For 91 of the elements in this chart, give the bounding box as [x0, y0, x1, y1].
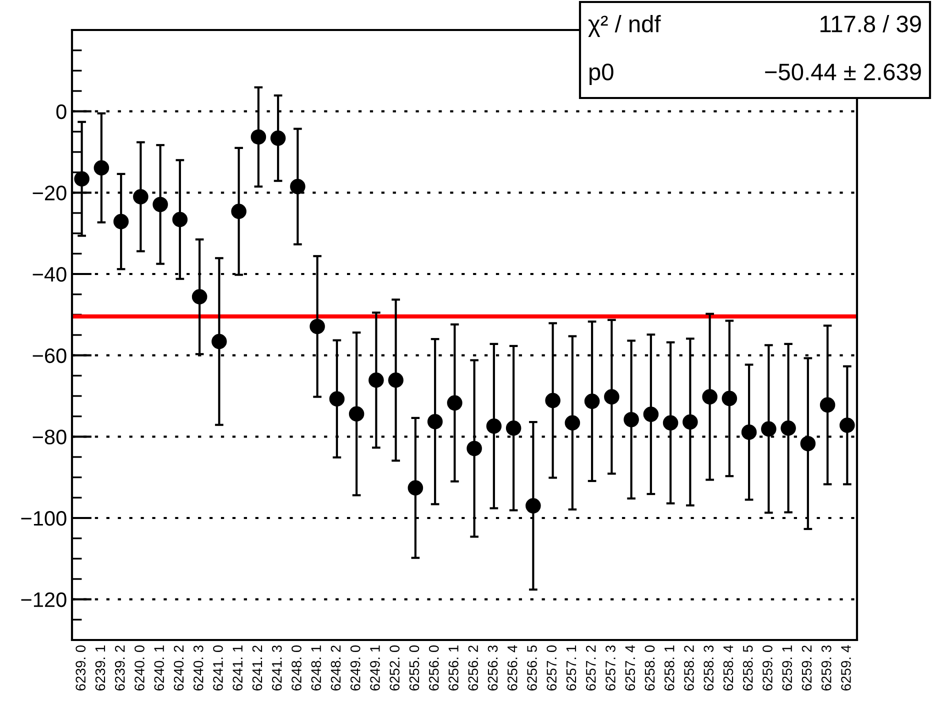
- x-tick-label: 6259. 3: [821, 645, 832, 690]
- annotation: p0: [590, 64, 614, 86]
- point: [212, 334, 227, 350]
- x-tick-label: 6256. 2: [468, 646, 478, 690]
- point: [113, 214, 129, 230]
- point: [348, 406, 364, 422]
- point: [545, 392, 560, 408]
- y-tick-label: −20: [32, 186, 66, 200]
- y-tick-label: −120: [21, 592, 66, 608]
- point: [408, 480, 424, 496]
- point: [310, 318, 325, 334]
- point: [133, 189, 148, 204]
- x-tick-label: 6239. 0: [76, 645, 86, 690]
- point: [506, 420, 522, 436]
- point: [800, 436, 816, 452]
- point: [682, 414, 698, 430]
- y-tick-label: −60: [32, 348, 66, 364]
- x-tick-label: 6252. 0: [390, 645, 400, 690]
- x-tick-label: 6257. 1: [566, 646, 576, 690]
- point: [329, 391, 345, 406]
- point: [231, 204, 246, 220]
- annotation: 117.8 / 39: [820, 14, 921, 32]
- x-tick-label: 6248. 2: [330, 646, 341, 690]
- x-tick-label: 6257. 3: [606, 645, 616, 690]
- point: [564, 415, 580, 430]
- point: [486, 418, 502, 434]
- x-tick-label: 6257. 4: [625, 645, 636, 690]
- point: [662, 415, 678, 430]
- point: [840, 418, 855, 433]
- x-tick-label: 6258. 0: [644, 645, 655, 690]
- x-tick-label: 6241. 3: [272, 645, 282, 690]
- x-tick-label: 6248. 0: [292, 645, 302, 690]
- annotation: χ² / ndf: [588, 14, 661, 37]
- point: [643, 406, 659, 422]
- point: [526, 498, 541, 514]
- x-tick-label: 6256. 3: [488, 645, 498, 690]
- x-tick-label: 6257. 0: [546, 645, 557, 690]
- point: [250, 129, 266, 145]
- y-tick-label: −100: [21, 511, 66, 526]
- point: [192, 289, 208, 304]
- x-tick-label: 6241. 1: [232, 646, 243, 690]
- x-tick-label: 6248. 1: [311, 646, 322, 690]
- x-tick-label: 6240. 3: [193, 645, 204, 690]
- x-tick-label: 6258. 3: [704, 645, 714, 690]
- point: [761, 421, 776, 437]
- x-tick-label: 6258. 5: [742, 645, 753, 690]
- point: [780, 420, 796, 436]
- x-tick-label: 6240. 0: [134, 645, 144, 690]
- point: [624, 412, 639, 428]
- point: [368, 372, 384, 388]
- point: [466, 440, 482, 456]
- x-tick-label: 6240. 1: [154, 646, 164, 690]
- point: [604, 389, 620, 404]
- x-tick-label: 6249. 0: [350, 645, 360, 690]
- x-tick-label: 6258. 1: [664, 646, 674, 690]
- x-tick-label: 6258. 4: [723, 645, 734, 690]
- point: [74, 171, 90, 186]
- x-tick-label: 6259. 2: [802, 646, 812, 690]
- y-tick-label: −80: [32, 430, 66, 444]
- y-tick-label: 0: [56, 104, 66, 120]
- x-tick-label: 6256. 5: [527, 645, 537, 690]
- point: [741, 424, 757, 440]
- x-tick-label: 6258. 2: [684, 646, 694, 690]
- x-tick-label: 6241. 2: [252, 646, 262, 690]
- x-tick-label: 6257. 2: [586, 646, 596, 690]
- y-tick-label: −40: [32, 267, 66, 282]
- x-tick-label: 6259. 4: [841, 645, 851, 690]
- point: [427, 414, 443, 430]
- point: [820, 397, 836, 413]
- point: [447, 395, 462, 411]
- x-tick-label: 6256. 4: [507, 645, 518, 690]
- point: [152, 196, 168, 212]
- point: [584, 394, 600, 409]
- x-tick-label: 6241. 0: [213, 645, 223, 690]
- x-tick-label: 6256. 0: [428, 645, 439, 690]
- annotation: −50.44 ± 2.639: [765, 64, 921, 80]
- x-tick-label: 6259. 0: [762, 645, 772, 690]
- x-tick-label: 6255. 0: [409, 645, 420, 690]
- point: [388, 372, 404, 388]
- point: [702, 389, 718, 404]
- x-tick-label: 6239. 1: [95, 646, 106, 690]
- x-tick-label: 6259. 1: [782, 646, 792, 690]
- point: [722, 390, 738, 406]
- x-tick-label: 6256. 1: [448, 646, 458, 690]
- point: [94, 160, 110, 176]
- x-tick-label: 6239. 2: [114, 646, 125, 690]
- point: [290, 178, 306, 194]
- x-tick-label: 6240. 2: [174, 646, 184, 690]
- point: [270, 130, 286, 146]
- x-tick-label: 6249. 1: [370, 646, 380, 690]
- point: [172, 212, 188, 228]
